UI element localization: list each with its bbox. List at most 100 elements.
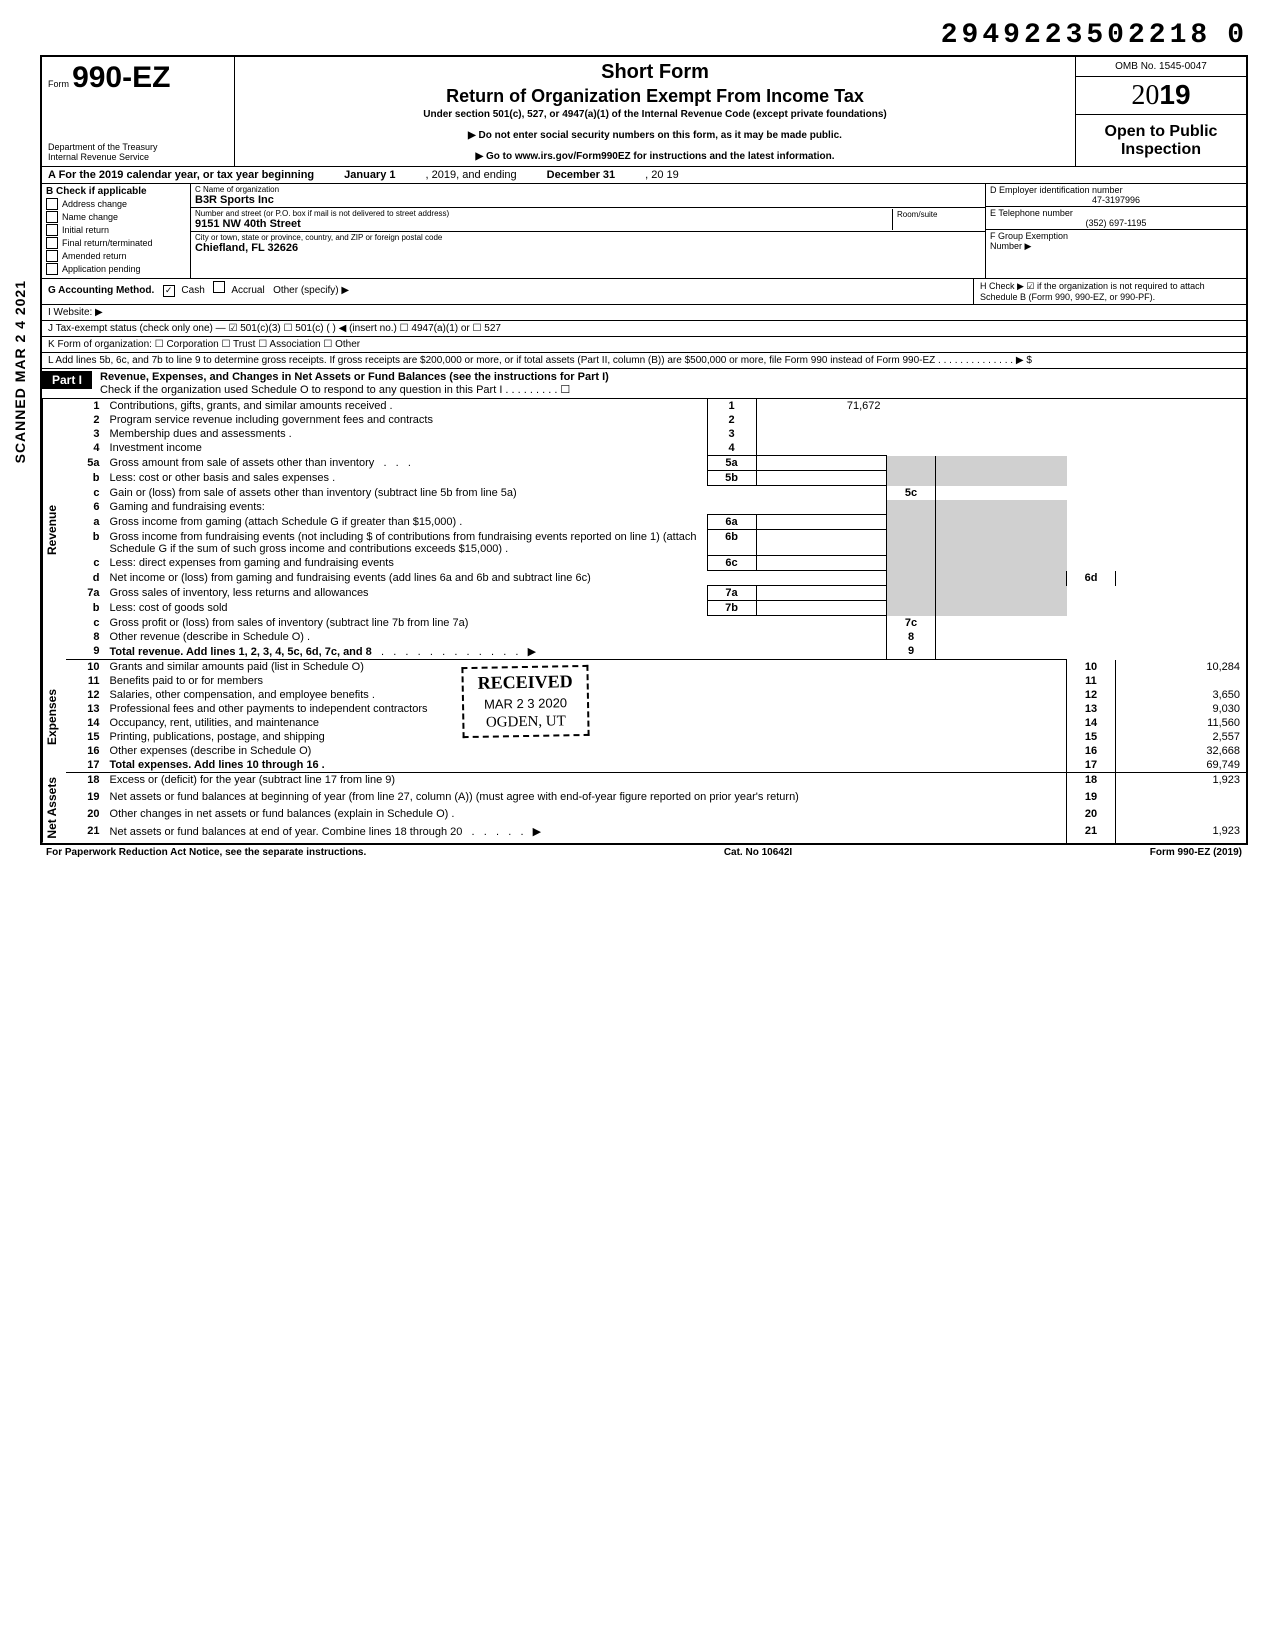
line-5b: bLess: cost or other basis and sales exp… xyxy=(66,471,1246,486)
chk-pending[interactable]: Application pending xyxy=(46,263,186,275)
top-id-suffix: 0 xyxy=(1227,20,1248,51)
org-name-block: C Name of organization B3R Sports Inc xyxy=(191,184,985,208)
header-right: OMB No. 1545-0047 2019 Open to Public In… xyxy=(1075,57,1246,166)
ein-label: D Employer identification number xyxy=(990,185,1242,195)
col-def: D Employer identification number 47-3197… xyxy=(986,184,1246,278)
received-text: RECEIVED xyxy=(477,671,572,694)
city-value: Chiefland, FL 32626 xyxy=(195,242,981,254)
line-7a: 7aGross sales of inventory, less returns… xyxy=(66,586,1246,601)
room-label: Room/suite xyxy=(892,209,981,230)
phone-label: E Telephone number xyxy=(990,208,1242,218)
row-a-year: , 20 19 xyxy=(645,169,679,181)
chk-address[interactable]: Address change xyxy=(46,198,186,210)
footer-right: Form 990-EZ (2019) xyxy=(1150,847,1242,858)
dept-treasury: Department of the Treasury xyxy=(48,142,228,152)
tax-year: 2019 xyxy=(1076,77,1246,115)
h-text: H Check ▶ ☑ if the organization is not r… xyxy=(973,279,1246,304)
line-3: 3Membership dues and assessments .3 xyxy=(66,427,1246,441)
scanned-stamp: SCANNED MAR 2 4 2021 xyxy=(12,280,28,463)
phone-value: (352) 697-1195 xyxy=(990,218,1242,228)
line-19: 19Net assets or fund balances at beginni… xyxy=(66,790,1246,807)
line-7c: cGross profit or (loss) from sales of in… xyxy=(66,616,1246,631)
ein-value: 47-3197996 xyxy=(990,195,1242,205)
footer-left: For Paperwork Reduction Act Notice, see … xyxy=(46,847,366,858)
cash-label: Cash xyxy=(181,285,204,296)
received-stamp: RECEIVED MAR 2 3 2020 OGDEN, UT xyxy=(461,665,589,738)
form-title: Return of Organization Exempt From Incom… xyxy=(241,86,1069,107)
group-number-label: Number ▶ xyxy=(990,241,1242,252)
group-label: F Group Exemption xyxy=(990,231,1242,241)
part1-check: Check if the organization used Schedule … xyxy=(100,384,570,396)
line-21: 21Net assets or fund balances at end of … xyxy=(66,824,1246,842)
row-j-status: J Tax-exempt status (check only one) — ☑… xyxy=(42,321,1246,337)
part1-tag: Part I xyxy=(42,371,92,389)
chk-name[interactable]: Name change xyxy=(46,211,186,223)
city-block: City or town, state or province, country… xyxy=(191,232,985,255)
addr-value: 9151 NW 40th Street xyxy=(195,218,892,230)
line-1: 1Contributions, gifts, grants, and simil… xyxy=(66,399,1246,413)
line-6a: aGross income from gaming (attach Schedu… xyxy=(66,515,1246,530)
row-a-end: December 31 xyxy=(547,169,616,181)
chk-initial[interactable]: Initial return xyxy=(46,224,186,236)
chk-accrual[interactable] xyxy=(213,281,225,293)
row-i-website: I Website: ▶ xyxy=(42,305,1246,321)
line-14: 14Occupancy, rent, utilities, and mainte… xyxy=(66,716,1246,730)
org-name: B3R Sports Inc xyxy=(195,194,981,206)
line-8: 8Other revenue (describe in Schedule O) … xyxy=(66,630,1246,644)
row-g: G Accounting Method. ✓ Cash Accrual Othe… xyxy=(42,279,1246,305)
chk-cash[interactable]: ✓ xyxy=(163,285,175,297)
received-date: MAR 2 3 2020 xyxy=(478,695,573,712)
form-header: Form 990-EZ Department of the Treasury I… xyxy=(42,57,1246,167)
form-number: 990-EZ xyxy=(72,61,170,94)
revenue-side-label: Revenue xyxy=(42,399,61,660)
open-label: Open to Public xyxy=(1080,123,1242,141)
row-a-begin: January 1 xyxy=(344,169,395,181)
line-13: 13Professional fees and other payments t… xyxy=(66,702,1246,716)
line-10: 10Grants and similar amounts paid (list … xyxy=(66,660,1246,674)
chk-amended[interactable]: Amended return xyxy=(46,250,186,262)
expenses-table: 10Grants and similar amounts paid (list … xyxy=(66,660,1246,773)
col-c: C Name of organization B3R Sports Inc Nu… xyxy=(191,184,986,278)
top-id-number: 2949223502218 0 xyxy=(40,20,1248,51)
form-container: Form 990-EZ Department of the Treasury I… xyxy=(40,55,1248,845)
part1-title: Revenue, Expenses, and Changes in Net As… xyxy=(100,371,609,383)
line-4: 4Investment income4 xyxy=(66,441,1246,456)
line-15: 15Printing, publications, postage, and s… xyxy=(66,730,1246,744)
col-b: B Check if applicable Address change Nam… xyxy=(42,184,191,278)
addr-block: Number and street (or P.O. box if mail i… xyxy=(191,208,985,232)
part1-header: Part I Revenue, Expenses, and Changes in… xyxy=(42,369,1246,399)
ein-block: D Employer identification number 47-3197… xyxy=(986,184,1246,207)
line-6c: cLess: direct expenses from gaming and f… xyxy=(66,556,1246,571)
line-9: 9Total revenue. Add lines 1, 2, 3, 4, 5c… xyxy=(66,644,1246,660)
line-16: 16Other expenses (describe in Schedule O… xyxy=(66,744,1246,758)
netassets-section: Net Assets 18Excess or (deficit) for the… xyxy=(42,773,1246,843)
row-l-gross: L Add lines 5b, 6c, and 7b to line 9 to … xyxy=(42,353,1246,369)
g-label: G Accounting Method. xyxy=(48,285,154,296)
line-18: 18Excess or (deficit) for the year (subt… xyxy=(66,773,1246,790)
line-5a: 5aGross amount from sale of assets other… xyxy=(66,456,1246,471)
omb-number: OMB No. 1545-0047 xyxy=(1076,57,1246,77)
b-header: B Check if applicable xyxy=(46,186,186,197)
header-left: Form 990-EZ Department of the Treasury I… xyxy=(42,57,235,166)
chk-final[interactable]: Final return/terminated xyxy=(46,237,186,249)
top-id-main: 2949223502218 xyxy=(941,20,1211,51)
line-12: 12Salaries, other compensation, and empl… xyxy=(66,688,1246,702)
header-center: Short Form Return of Organization Exempt… xyxy=(235,57,1075,166)
expenses-side-label: Expenses xyxy=(42,660,61,773)
revenue-section: Revenue 1Contributions, gifts, grants, a… xyxy=(42,399,1246,660)
other-label: Other (specify) ▶ xyxy=(273,285,349,296)
city-label: City or town, state or province, country… xyxy=(195,233,981,242)
dept-irs: Internal Revenue Service xyxy=(48,152,228,162)
expenses-section: Expenses 10Grants and similar amounts pa… xyxy=(42,660,1246,773)
footer: For Paperwork Reduction Act Notice, see … xyxy=(40,845,1248,860)
year-prefix: 20 xyxy=(1131,80,1159,111)
line-11: 11Benefits paid to or for members11 xyxy=(66,674,1246,688)
year-suffix: 19 xyxy=(1159,79,1190,110)
addr-label: Number and street (or P.O. box if mail i… xyxy=(195,209,892,218)
line-6b: bGross income from fundraising events (n… xyxy=(66,530,1246,556)
short-form-label: Short Form xyxy=(241,61,1069,84)
line-7b: bLess: cost of goods sold7b xyxy=(66,601,1246,616)
instr-ssn: Do not enter social security numbers on … xyxy=(241,130,1069,141)
received-ogden: OGDEN, UT xyxy=(478,713,573,732)
row-a-mid: , 2019, and ending xyxy=(426,169,517,181)
